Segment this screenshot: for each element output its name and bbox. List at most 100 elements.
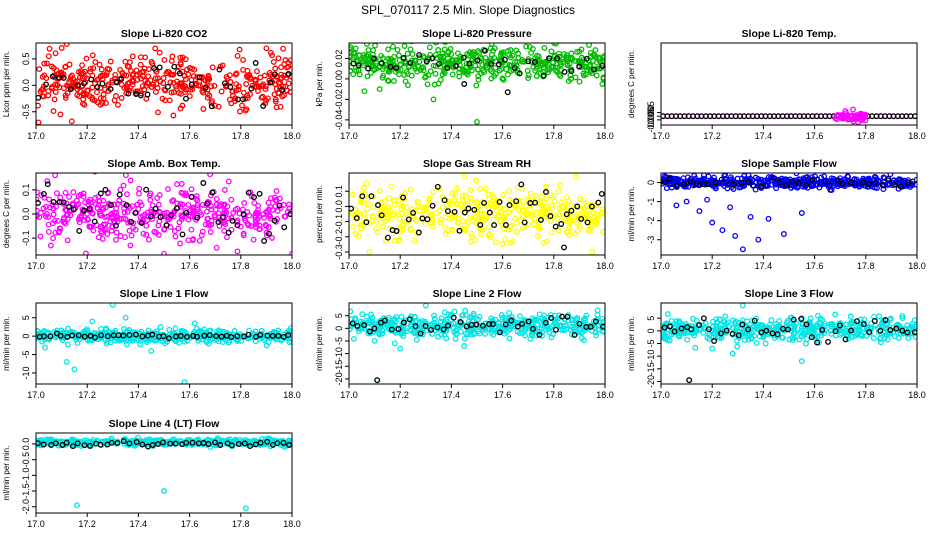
data-point (173, 205, 180, 212)
data-point (526, 43, 533, 50)
data-point (134, 76, 141, 83)
data-point (440, 326, 447, 333)
data-point (532, 67, 539, 74)
data-point (147, 197, 154, 203)
data-point (415, 202, 422, 209)
data-point (494, 213, 501, 220)
data-point (391, 340, 398, 347)
data-point (567, 75, 574, 82)
data-point (544, 66, 551, 73)
data-point (559, 313, 566, 320)
data-point (449, 71, 456, 78)
data-point (800, 331, 807, 338)
data-point (272, 98, 279, 105)
data-point (525, 318, 532, 325)
data-point (473, 82, 480, 89)
data-point (98, 438, 105, 445)
data-point (155, 222, 162, 229)
data-point (89, 94, 96, 101)
data-point (98, 325, 105, 332)
x-tick-label: 18.0 (908, 261, 926, 271)
data-point (576, 326, 583, 333)
data-point (462, 307, 469, 314)
data-point (82, 250, 89, 255)
data-point (117, 233, 124, 239)
data-point (775, 176, 782, 183)
data-point (247, 443, 253, 450)
data-point (257, 439, 264, 446)
data-point (251, 199, 258, 206)
panel-title: Slope Li-820 Temp. (742, 28, 837, 40)
data-point (402, 190, 409, 196)
data-point (842, 329, 849, 336)
data-point (789, 337, 796, 343)
data-point (204, 200, 211, 207)
data-point (81, 442, 88, 449)
data-point (161, 226, 168, 233)
y-tick-label: -0.2 (334, 229, 344, 245)
data-point (566, 197, 572, 204)
x-tick-label: 17.2 (391, 131, 409, 141)
data-points (661, 173, 917, 253)
data-point (151, 209, 158, 216)
data-point (863, 179, 870, 186)
data-point (488, 43, 495, 47)
x-tick-label: 17.4 (130, 261, 148, 271)
data-point (804, 336, 810, 343)
data-point (750, 332, 757, 339)
x-tick-label: 17.6 (181, 261, 199, 271)
data-point (56, 228, 63, 235)
data-point (424, 216, 431, 223)
data-point (240, 56, 247, 63)
data-point (478, 231, 485, 238)
plot-frame (348, 172, 606, 256)
x-tick-label: 17.4 (755, 131, 773, 141)
data-point (496, 198, 503, 205)
data-point (661, 322, 668, 328)
data-point (581, 211, 588, 217)
data-point (502, 210, 509, 217)
data-point (433, 210, 440, 217)
data-point (899, 315, 906, 321)
y-tick-label: -20 (334, 372, 344, 385)
data-point (87, 65, 94, 72)
data-point (399, 226, 406, 233)
y-tick-label: -15 (334, 360, 344, 373)
data-point (564, 62, 571, 69)
data-point (213, 244, 220, 251)
data-point (412, 323, 419, 330)
data-point (523, 43, 530, 50)
data-point (95, 201, 102, 208)
x-tick-label: 17.8 (545, 261, 563, 271)
data-point (571, 331, 578, 338)
data-point (181, 83, 187, 89)
data-point (877, 327, 884, 334)
data-point (138, 219, 145, 226)
data-point (107, 58, 114, 65)
data-point (470, 53, 477, 60)
data-point (120, 215, 127, 222)
x-tick-label: 17.4 (443, 390, 461, 400)
data-point (234, 248, 241, 255)
data-point (378, 60, 385, 67)
data-point (853, 329, 860, 336)
data-point (220, 339, 226, 345)
x-tick-label: 17.2 (78, 519, 96, 529)
data-point (428, 326, 434, 333)
data-point (692, 344, 699, 351)
data-point (63, 43, 70, 48)
data-point (877, 339, 884, 346)
data-point (44, 181, 51, 188)
data-point (668, 317, 675, 324)
data-point (487, 200, 494, 207)
data-point (97, 95, 104, 102)
data-point (225, 439, 232, 446)
data-point (264, 332, 271, 339)
data-point (233, 81, 240, 88)
panel-3: Slope Li-820 Temp.17.0 17.2 17.4 17.6 17.8 18… (627, 28, 926, 141)
data-point (161, 340, 168, 347)
data-point (89, 52, 96, 59)
data-point (595, 213, 602, 220)
